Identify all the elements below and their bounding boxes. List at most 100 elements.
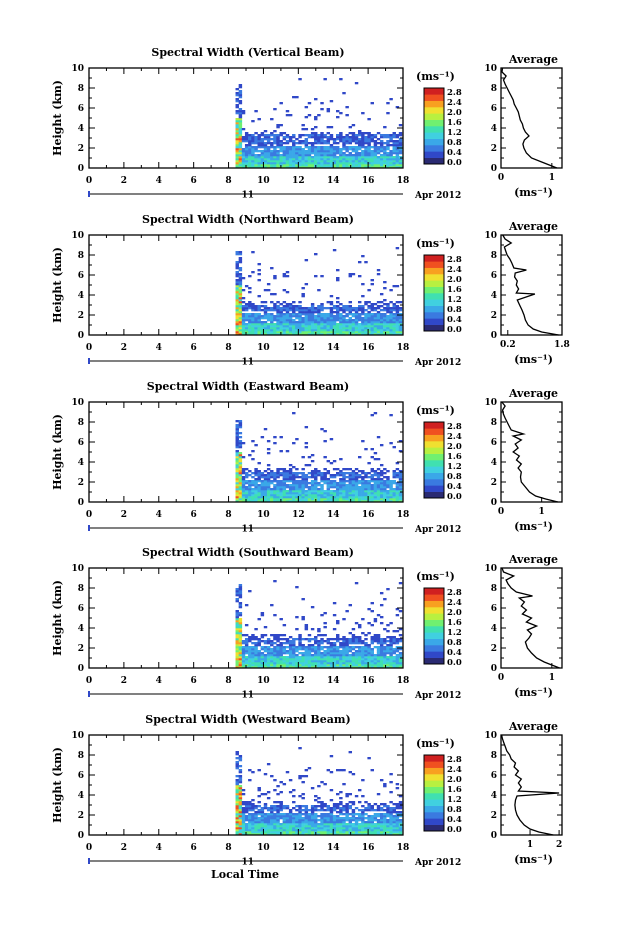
heatmap-cell — [285, 291, 290, 294]
heatmap-cell — [361, 811, 365, 814]
heatmap-cell — [282, 315, 287, 318]
heatmap-cell — [251, 488, 255, 491]
heatmap-cell — [364, 313, 368, 316]
heatmap-cell — [314, 307, 318, 310]
heatmap-cell — [389, 98, 393, 101]
heatmap-cell — [257, 295, 261, 298]
heatmap-cell — [276, 134, 280, 137]
heatmap-cell — [235, 138, 239, 141]
heatmap-cell — [389, 321, 393, 324]
heatmap-cell — [251, 152, 255, 155]
heatmap-cell — [320, 333, 324, 336]
heatmap-cell — [241, 162, 246, 165]
heatmap-cell — [339, 325, 343, 328]
colorbar-swatch — [424, 607, 444, 614]
colorbar-tick-label: 0.4 — [447, 315, 462, 325]
heatmap-cell — [273, 315, 277, 318]
heatmap-cell — [285, 321, 290, 324]
heatmap-cell — [329, 301, 334, 304]
heatmap-cell — [345, 114, 349, 117]
heatmap-cell — [354, 662, 359, 665]
heatmap-cell — [383, 829, 387, 832]
heatmap-cell — [339, 803, 343, 806]
colorbar-tick-label: 2.4 — [447, 432, 462, 442]
colorbar-swatch — [424, 113, 444, 120]
heatmap-cell — [307, 831, 312, 834]
average-y-tick-label: 6 — [491, 604, 497, 614]
heatmap-cell — [367, 829, 371, 832]
heatmap-cell — [260, 482, 265, 485]
heatmap-cell — [323, 154, 327, 157]
heatmap-cell — [288, 474, 293, 477]
heatmap-cell — [288, 813, 293, 816]
heatmap-cell — [251, 317, 255, 320]
heatmap-cell — [282, 642, 287, 645]
heatmap-cell — [376, 317, 381, 320]
heatmap-cell — [292, 817, 296, 820]
heatmap-cell — [389, 442, 393, 445]
heatmap-cell — [285, 652, 290, 655]
heatmap-cell — [238, 771, 243, 774]
heatmap-cell — [260, 666, 265, 669]
heatmap-cell — [279, 496, 283, 499]
heatmap-cell — [336, 662, 340, 665]
heatmap-cell — [332, 468, 337, 471]
colorbar-swatch — [424, 157, 444, 165]
heatmap-cell — [342, 664, 346, 667]
heatmap-cell — [282, 474, 287, 477]
heatmap-cell — [392, 476, 396, 479]
heatmap-cell — [342, 305, 346, 308]
heatmap-cell — [376, 829, 381, 832]
heatmap-cell — [235, 801, 239, 804]
heatmap-cell — [395, 317, 400, 320]
heatmap-cell — [364, 148, 368, 151]
heatmap-cell — [348, 823, 353, 826]
heatmap-cell — [276, 319, 280, 322]
heatmap-cell — [348, 825, 353, 828]
heatmap-cell — [241, 811, 246, 814]
colorbar-tick-label: 1.2 — [447, 128, 462, 138]
heatmap-cell — [307, 488, 312, 491]
heatmap-cell — [389, 484, 393, 487]
heatmap-cell — [257, 136, 261, 139]
heatmap-cell — [383, 148, 387, 151]
heatmap-cell — [244, 496, 249, 499]
heatmap-cell — [329, 789, 334, 792]
heatmap-cell — [301, 484, 305, 487]
heatmap-cell — [285, 152, 290, 155]
heatmap-cell — [392, 134, 396, 137]
heatmap-cell — [348, 484, 353, 487]
heatmap-cell — [307, 496, 312, 499]
heatmap-cell — [295, 307, 299, 310]
heatmap-cell — [367, 321, 371, 324]
heatmap-cell — [273, 138, 277, 141]
heatmap-cell — [392, 160, 396, 163]
heatmap-cell — [351, 166, 356, 169]
heatmap-cell — [235, 440, 239, 443]
heatmap-cell — [244, 164, 249, 167]
heatmap-cell — [379, 464, 384, 467]
heatmap-cell — [238, 285, 243, 288]
average-x-tick-label: 1 — [549, 173, 555, 183]
heatmap-cell — [342, 662, 346, 665]
heatmap-cell — [282, 817, 287, 820]
heatmap-cell — [266, 662, 271, 665]
heatmap-cell — [248, 321, 252, 324]
heatmap-cell — [332, 158, 337, 161]
heatmap-cell — [386, 470, 390, 473]
heatmap-cell — [279, 644, 283, 647]
heatmap-cell — [288, 146, 293, 149]
heatmap-cell — [235, 632, 239, 635]
heatmap-cell — [270, 833, 274, 836]
heatmap-cell — [376, 164, 381, 167]
x-tick-label: 18 — [397, 676, 410, 686]
heatmap-cell — [279, 313, 283, 316]
heatmap-cell — [364, 331, 368, 334]
heatmap-cell — [339, 313, 343, 316]
heatmap-cell — [244, 148, 249, 151]
heatmap-cell — [251, 333, 255, 336]
heatmap-cell — [351, 664, 356, 667]
heatmap-cell — [310, 305, 315, 308]
heatmap-cell — [295, 480, 299, 483]
heatmap-cell — [379, 492, 384, 495]
